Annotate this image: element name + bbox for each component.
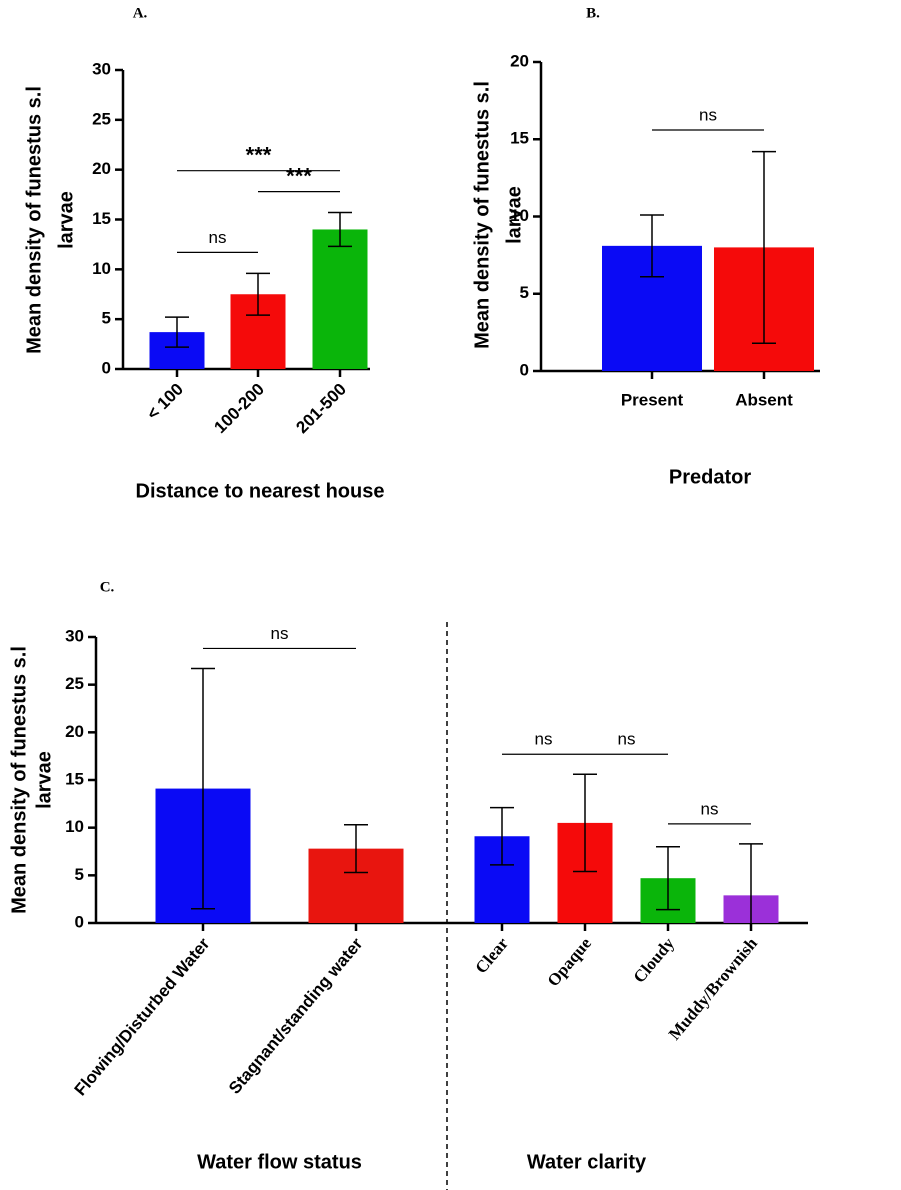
error-bar — [640, 214, 664, 278]
y-tick-label: 10 — [65, 817, 84, 836]
significance-label: ns — [535, 730, 553, 749]
y-tick-label: 25 — [92, 109, 111, 128]
y-axis-label: Mean density of funestus s.l — [471, 81, 493, 349]
y-axis-label: larvae — [503, 186, 525, 244]
group-label: Water clarity — [527, 1151, 647, 1173]
x-tick-label: Cloudy — [629, 933, 678, 986]
group-label: Water flow status — [197, 1151, 362, 1173]
significance-label: ns — [701, 799, 719, 818]
bar — [312, 229, 368, 369]
x-tick-label: Absent — [735, 390, 793, 409]
y-tick-label: 20 — [92, 159, 111, 178]
error-bar — [246, 272, 270, 316]
y-axis-label: larvae — [33, 751, 55, 809]
y-tick-label: 15 — [65, 769, 84, 788]
y-tick-label: 0 — [520, 360, 529, 379]
x-tick-label: Present — [621, 390, 684, 409]
y-tick-label: 30 — [92, 59, 111, 78]
y-tick-label: 25 — [65, 674, 84, 693]
y-tick-label: 30 — [65, 626, 84, 645]
panel-label: B. — [586, 5, 600, 21]
y-axis-label: larvae — [55, 191, 77, 249]
x-tick-label: 201-500 — [292, 380, 350, 438]
y-tick-label: 5 — [520, 283, 529, 302]
x-tick-label: 100-200 — [210, 380, 268, 438]
x-tick-label: Flowing/Disturbed Water — [71, 934, 214, 1099]
panel-label: A. — [133, 5, 148, 21]
error-bar — [344, 824, 368, 874]
error-bar — [739, 843, 763, 923]
y-tick-label: 20 — [510, 51, 529, 70]
y-tick-label: 0 — [75, 912, 84, 931]
x-tick-label: Muddy/Brownish — [665, 933, 762, 1043]
error-bar — [752, 150, 776, 344]
significance-label: *** — [246, 142, 272, 167]
y-tick-label: 0 — [102, 358, 111, 377]
significance-label: *** — [286, 163, 312, 188]
y-tick-label: 15 — [92, 209, 111, 228]
y-tick-label: 15 — [510, 129, 529, 148]
significance-label: ns — [271, 624, 289, 643]
x-axis-label: Predator — [669, 466, 751, 488]
x-axis-label: Distance to nearest house — [136, 480, 385, 502]
y-tick-label: 10 — [92, 259, 111, 278]
y-tick-label: 5 — [102, 309, 111, 328]
x-tick-label: Opaque — [543, 934, 595, 991]
y-axis-label: Mean density of funestus s.l — [23, 86, 45, 354]
error-bar — [656, 845, 680, 911]
y-tick-label: 10 — [510, 206, 529, 225]
significance-label: ns — [209, 228, 227, 247]
y-axis-label: Mean density of funestus s.l — [8, 646, 30, 914]
panel-label: C. — [100, 579, 115, 595]
error-bar — [573, 773, 597, 873]
x-tick-label: Clear — [471, 934, 512, 978]
error-bar — [191, 667, 215, 910]
x-tick-label: Stagnant/standing water — [225, 934, 367, 1098]
significance-label: ns — [618, 730, 636, 749]
y-tick-label: 5 — [75, 865, 84, 884]
y-tick-label: 20 — [65, 722, 84, 741]
significance-label: ns — [699, 105, 717, 124]
error-bar — [490, 806, 514, 866]
error-bar — [165, 316, 189, 348]
error-bar — [328, 211, 352, 248]
x-tick-label: < 100 — [143, 380, 187, 424]
